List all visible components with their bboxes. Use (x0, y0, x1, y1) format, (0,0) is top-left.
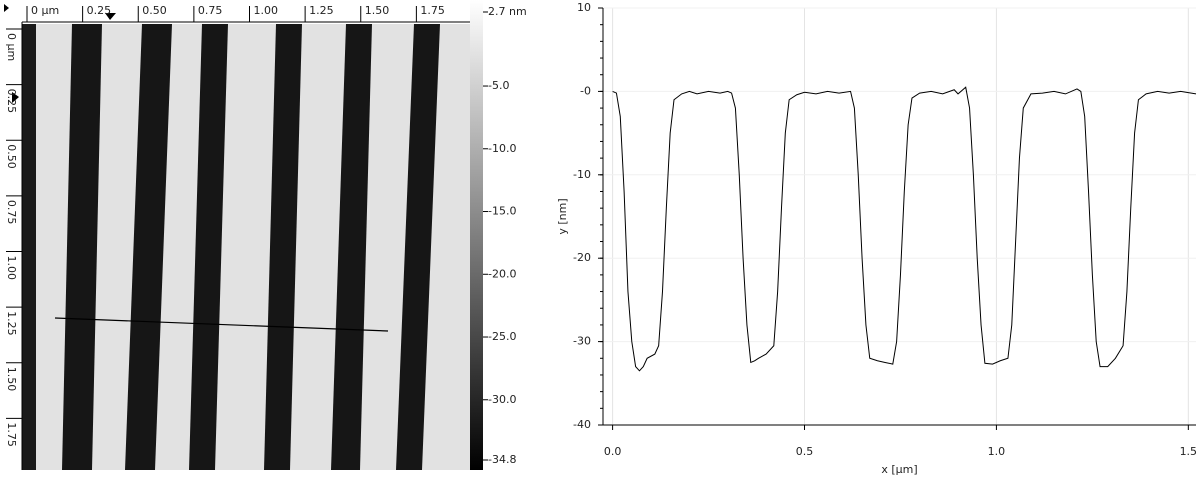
x-axis-label: x [µm] (881, 463, 917, 476)
y-tick-label: 0 µm (5, 33, 18, 61)
x-tick-label: 1.00 (254, 4, 279, 17)
marker (4, 4, 9, 12)
y-tick-label: 0.50 (5, 144, 18, 169)
x-tick-label: 0.50 (142, 4, 167, 17)
x-tick-label: 0 µm (31, 4, 59, 17)
profile-line (54, 317, 389, 332)
colorbar-label: -5.0 (488, 79, 509, 92)
y-tick-label: -30 (573, 335, 591, 348)
stripe (189, 24, 228, 470)
stripe (62, 24, 102, 470)
x-tick-label: 1.5 (1180, 445, 1198, 458)
profile-line (612, 86, 1197, 372)
x-tick-label: 1.25 (309, 4, 334, 17)
x-tick-label: 0.75 (198, 4, 223, 17)
stripe (125, 24, 172, 470)
stripe (264, 24, 302, 470)
colorbar-label: -20.0 (488, 267, 516, 280)
marker (12, 92, 19, 103)
y-tick-label: 10 (577, 1, 591, 14)
x-tick-label: 1.75 (420, 4, 445, 17)
colorbar (470, 0, 483, 470)
stripe (22, 24, 36, 470)
left-axis-strip (0, 22, 22, 472)
top-axis-strip (0, 0, 470, 22)
colorbar-label: -25.0 (488, 330, 516, 343)
y-tick-label: 1.50 (5, 367, 18, 392)
colorbar-label: 2.7 nm (488, 5, 527, 18)
marker (105, 13, 116, 20)
y-tick-label: -10 (573, 168, 591, 181)
y-tick-label: 1.25 (5, 311, 18, 336)
stripe (331, 24, 372, 470)
y-axis-label: y [nm] (556, 198, 569, 234)
colorbar-label: -30.0 (488, 393, 516, 406)
colorbar-label: -34.8 (488, 453, 516, 466)
y-tick-label: -0 (580, 84, 591, 97)
y-tick-label: 0.25 (5, 89, 18, 114)
y-tick-label: 1.75 (5, 422, 18, 447)
x-tick-label: 1.50 (365, 4, 390, 17)
y-tick-label: 1.00 (5, 256, 18, 281)
afm-image (0, 0, 483, 472)
colorbar-label: -15.0 (488, 205, 516, 218)
x-tick-label: 1.0 (988, 445, 1006, 458)
stripe (396, 24, 440, 470)
y-tick-label: -40 (573, 418, 591, 431)
x-tick-label: 0.0 (604, 445, 622, 458)
y-tick-label: 0.75 (5, 200, 18, 225)
y-tick-label: -20 (573, 251, 591, 264)
colorbar-label: -10.0 (488, 142, 516, 155)
plot-area (603, 8, 1196, 425)
x-tick-label: 0.5 (796, 445, 814, 458)
x-tick-label: 0.25 (87, 4, 112, 17)
